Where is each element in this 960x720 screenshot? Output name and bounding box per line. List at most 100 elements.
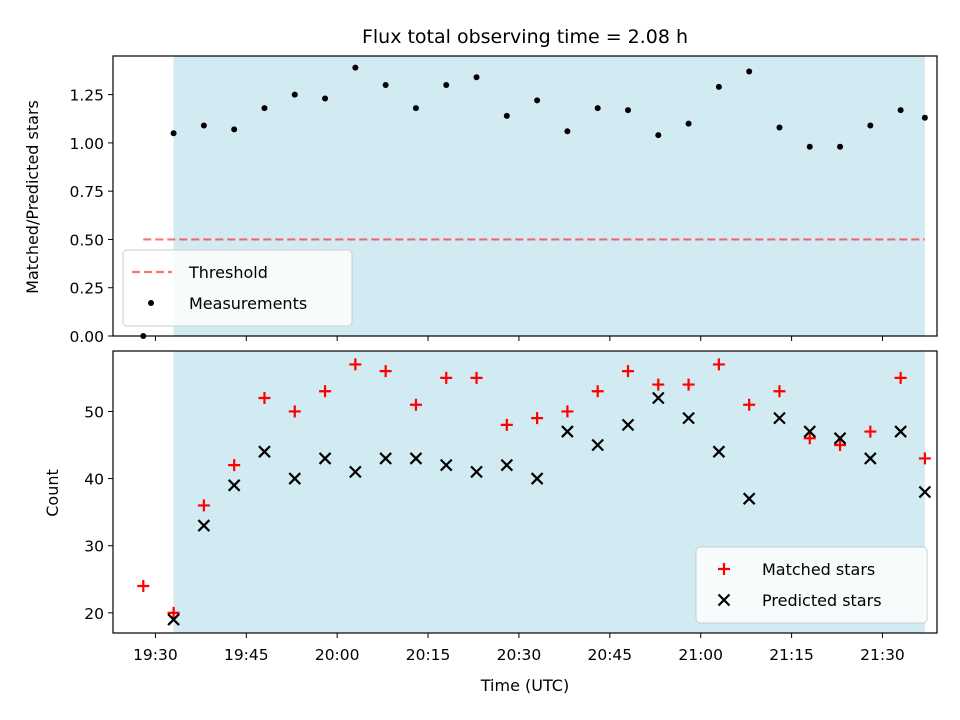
- predicted-star-point: [561, 425, 574, 438]
- y-tick-label: 0.00: [69, 328, 104, 346]
- measurement-point: [746, 68, 753, 75]
- predicted-star-point: [258, 445, 271, 458]
- x-axis-label: Time (UTC): [480, 676, 569, 695]
- matched-star-point: [440, 371, 453, 384]
- predicted-star-point: [530, 472, 544, 485]
- matched-star-point: [197, 499, 210, 512]
- x-tick-label: 20:00: [315, 646, 360, 664]
- predicted-star-point: [894, 425, 907, 438]
- measurement-point: [655, 132, 662, 139]
- y-tick-label: 0.25: [69, 280, 104, 298]
- predicted-star-point: [652, 391, 665, 405]
- measurement-point: [534, 97, 541, 104]
- legend: [695, 546, 928, 624]
- measurement-point: [867, 122, 874, 129]
- legend-label: Matched stars: [762, 560, 875, 579]
- predicted-star-point: [439, 458, 453, 472]
- measurement-point: [503, 112, 510, 119]
- matched-star-point: [894, 371, 907, 384]
- matched-star-point: [712, 358, 725, 371]
- measurement-point: [291, 91, 298, 98]
- measurement-point: [806, 143, 813, 150]
- predicted-star-point: [349, 465, 362, 479]
- predicted-star-point: [621, 418, 635, 432]
- y-tick-label: 50: [84, 403, 104, 421]
- predicted-star-point: [682, 411, 695, 425]
- y-tick-label: 20: [84, 605, 104, 623]
- measurement-point: [837, 143, 844, 150]
- measurement-point: [715, 83, 722, 90]
- ratio-panel: 0.00 0.25 0.50 0.75 1.00 1.25 Threshold Measure…: [69, 55, 938, 346]
- x-tick-label: 20:45: [587, 646, 632, 664]
- legend-label: Threshold: [188, 263, 268, 282]
- predicted-star-point: [409, 452, 423, 465]
- predicted-star-point: [288, 472, 302, 485]
- legend-predicted-swatch: [717, 593, 731, 607]
- legend-label: Predicted stars: [762, 591, 882, 610]
- axes-frame: [112, 350, 938, 634]
- matched-star-point: [834, 439, 847, 451]
- measurement-point: [685, 120, 692, 127]
- matched-star-point: [349, 358, 362, 371]
- matched-star-point: [803, 432, 816, 445]
- measurement-point: [382, 81, 389, 88]
- matched-star-point: [379, 365, 392, 378]
- matched-star-point: [531, 412, 544, 425]
- matched-star-point: [409, 398, 422, 411]
- measurement-point: [231, 126, 238, 133]
- predicted-star-point: [470, 465, 483, 479]
- matched-star-point: [918, 452, 931, 465]
- predicted-star-point: [167, 613, 180, 626]
- predicted-star-point: [500, 458, 514, 472]
- measurement-point: [200, 122, 207, 129]
- matched-star-point: [622, 365, 634, 378]
- measurement-point: [473, 74, 480, 81]
- legend-matched-swatch: [718, 563, 730, 575]
- x-tick-label: 20:15: [406, 646, 451, 664]
- x-tick-label: 21:30: [860, 646, 905, 664]
- measurement-point: [261, 105, 268, 112]
- legend-measurement-swatch: [148, 300, 154, 306]
- y-tick-label: 40: [84, 471, 104, 489]
- measurement-point: [412, 105, 419, 112]
- matched-star-point: [137, 580, 150, 592]
- measurement-point: [625, 107, 631, 114]
- x-tick-label: 19:30: [133, 646, 178, 664]
- measurement-point: [170, 130, 177, 137]
- predicted-star-point: [918, 485, 932, 499]
- axes-frame: [112, 55, 938, 337]
- predicted-star-point: [591, 438, 604, 452]
- y-tick-label: 1.00: [69, 135, 104, 153]
- measurement-point: [352, 64, 359, 71]
- legend-label: Measurements: [189, 294, 307, 313]
- predicted-star-point: [803, 425, 817, 438]
- predicted-star-point: [379, 452, 392, 465]
- x-tick-label: 21:00: [678, 646, 723, 664]
- y-axis-label-top: Matched/Predicted stars: [23, 100, 42, 294]
- matched-star-point: [773, 385, 786, 398]
- predicted-star-point: [712, 445, 726, 458]
- matched-star-point: [591, 385, 604, 398]
- measurement-point: [564, 128, 571, 135]
- matched-star-point: [743, 398, 756, 411]
- measurement-point: [322, 95, 329, 102]
- matched-star-point: [864, 425, 877, 438]
- predicted-star-point: [864, 452, 877, 465]
- predicted-star-point: [197, 519, 211, 532]
- y-tick-label: 1.25: [69, 87, 104, 105]
- measurement-point: [443, 81, 450, 88]
- matched-star-point: [319, 385, 332, 398]
- matched-star-point: [682, 378, 695, 391]
- measurement-point: [594, 105, 601, 112]
- x-tick-label: 20:30: [497, 646, 542, 664]
- matched-star-point: [258, 392, 271, 404]
- predicted-star-point: [227, 479, 241, 492]
- x-tick-label: 19:45: [224, 646, 269, 664]
- y-tick-label: 0.75: [69, 183, 104, 201]
- matched-star-point: [470, 371, 483, 384]
- legend: [122, 249, 353, 327]
- measurement-point: [776, 124, 783, 131]
- predicted-star-point: [742, 492, 756, 505]
- y-axis-label-bottom: Count: [43, 469, 62, 517]
- chart-title: Flux total observing time = 2.08 h: [362, 26, 688, 48]
